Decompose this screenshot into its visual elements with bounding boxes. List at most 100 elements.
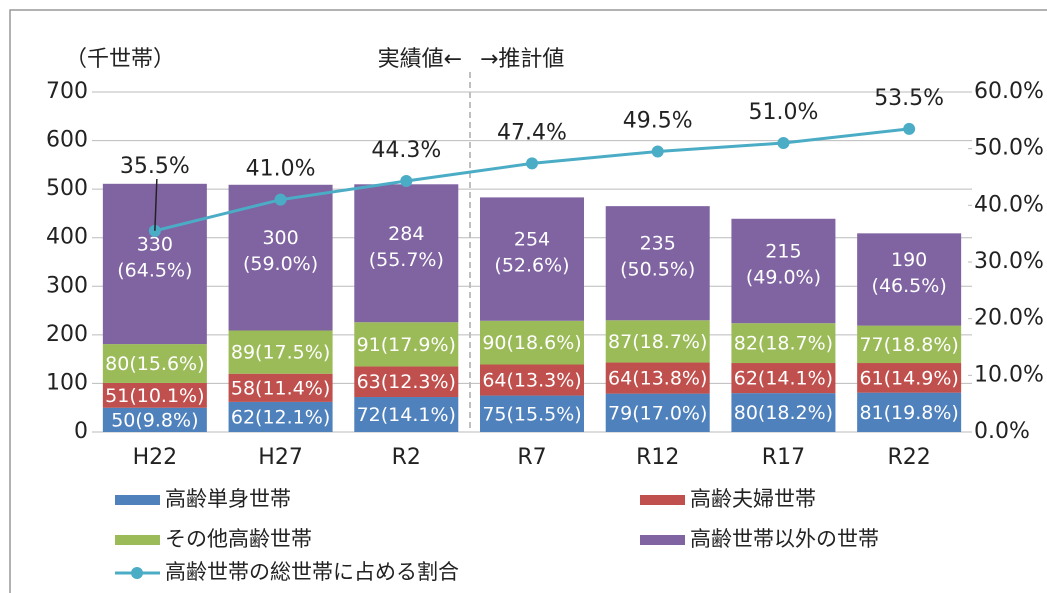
- data-label: 254: [514, 229, 550, 251]
- y-tick-label: 500: [46, 176, 88, 201]
- x-tick-label: H22: [133, 445, 178, 470]
- line-label: 53.5%: [874, 86, 944, 111]
- legend-label: 高齢世帯の総世帯に占める割合: [165, 560, 459, 584]
- y2-tick-label: 10.0%: [974, 362, 1044, 387]
- x-tick-label: R7: [517, 445, 546, 470]
- line-point: [903, 122, 916, 135]
- data-label: (52.6%): [494, 255, 569, 277]
- x-tick-label: H27: [258, 445, 303, 470]
- data-label: 75(15.5%): [482, 403, 581, 425]
- unit-label: （千世帯）: [65, 47, 175, 72]
- bar-segment: [102, 407, 207, 432]
- data-label: 51(10.1%): [105, 385, 204, 407]
- data-label: 215: [765, 240, 801, 262]
- y2-tick-label: 30.0%: [974, 249, 1044, 274]
- bar-segment: [354, 322, 459, 367]
- data-label: 81(19.8%): [859, 402, 958, 424]
- line-point: [274, 193, 287, 206]
- y-tick-label: 300: [46, 273, 88, 298]
- bar-segment: [731, 218, 836, 324]
- leader-line: [154, 178, 158, 231]
- data-label: (55.7%): [369, 249, 444, 271]
- data-label: 284: [388, 223, 424, 245]
- data-label: 64(13.8%): [608, 368, 707, 390]
- y-tick-label: 700: [46, 79, 88, 104]
- data-label: 91(17.9%): [357, 334, 456, 356]
- data-label: 235: [640, 233, 676, 255]
- data-label: 80(15.6%): [105, 353, 204, 375]
- line-label: 51.0%: [748, 100, 818, 125]
- bar-segment: [857, 363, 962, 393]
- x-tick-label: R17: [762, 445, 805, 470]
- bar-segment: [731, 393, 836, 432]
- bar-segment: [228, 330, 333, 374]
- bar-segment: [605, 206, 710, 321]
- y2-tick-label: 0.0%: [974, 419, 1030, 444]
- annotation: 実績値←: [378, 47, 462, 72]
- bar-segment: [102, 382, 207, 408]
- data-label: 300: [262, 227, 298, 249]
- y2-tick-label: 20.0%: [974, 306, 1044, 331]
- bar-segment: [857, 233, 962, 326]
- data-label: (64.5%): [117, 259, 192, 281]
- y-tick-label: 100: [46, 370, 88, 395]
- y-tick-label: 0: [74, 419, 88, 444]
- line-label: 44.3%: [371, 138, 441, 163]
- data-label: 72(14.1%): [357, 404, 456, 426]
- bar-segment: [857, 392, 962, 432]
- bar-segment: [731, 323, 836, 364]
- legend-swatch: [115, 535, 160, 545]
- bar-segment: [605, 393, 710, 432]
- bar-segment: [605, 320, 710, 363]
- data-label: 64(13.3%): [482, 370, 581, 392]
- y-tick-label: 200: [46, 322, 88, 347]
- bar-segment: [354, 366, 459, 398]
- data-label: (49.0%): [746, 266, 821, 288]
- bar-segment: [857, 325, 962, 364]
- data-label: 79(17.0%): [608, 402, 707, 424]
- data-label: 62(12.1%): [231, 406, 330, 428]
- line-point: [651, 145, 664, 158]
- bar-segment: [605, 362, 710, 394]
- x-tick-label: R2: [392, 445, 421, 470]
- data-label: 89(17.5%): [231, 342, 330, 364]
- line-point: [526, 157, 538, 170]
- x-tick-label: R12: [636, 445, 679, 470]
- bar-segment: [731, 363, 836, 394]
- bar-segment: [102, 344, 207, 383]
- data-label: 80(18.2%): [734, 402, 833, 424]
- bar-segment: [480, 320, 584, 365]
- frame: [9, 9, 1047, 593]
- data-label: 63(12.3%): [357, 371, 456, 393]
- legend-swatch: [640, 535, 685, 545]
- bar-segment: [480, 364, 584, 396]
- data-label: (46.5%): [872, 275, 947, 297]
- y2-tick-label: 50.0%: [974, 136, 1044, 161]
- y-tick-label: 400: [46, 225, 88, 250]
- x-tick-label: R22: [888, 445, 931, 470]
- y-tick-label: 600: [46, 128, 88, 153]
- line-point: [400, 174, 413, 187]
- data-label: 61(14.9%): [859, 367, 958, 389]
- bar-segment: [228, 373, 333, 402]
- legend-marker: [131, 567, 143, 579]
- data-label: 50(9.8%): [111, 409, 198, 431]
- data-label: 62(14.1%): [734, 368, 833, 390]
- data-label: 330: [137, 233, 173, 255]
- bar-segment: [480, 197, 584, 321]
- bar-segment: [354, 397, 459, 432]
- data-label: 58(11.4%): [231, 377, 330, 399]
- legend-swatch: [115, 495, 160, 505]
- line-label: 49.5%: [623, 109, 693, 134]
- legend-label: 高齢夫婦世帯: [690, 487, 816, 511]
- line-label: 41.0%: [246, 157, 316, 182]
- bar-segment: [228, 401, 333, 432]
- data-label: 82(18.7%): [734, 333, 833, 355]
- bar-segment: [354, 184, 459, 323]
- data-label: 77(18.8%): [859, 334, 958, 356]
- y2-tick-label: 40.0%: [974, 192, 1044, 217]
- line-label: 35.5%: [120, 154, 190, 179]
- data-label: 90(18.6%): [482, 332, 581, 354]
